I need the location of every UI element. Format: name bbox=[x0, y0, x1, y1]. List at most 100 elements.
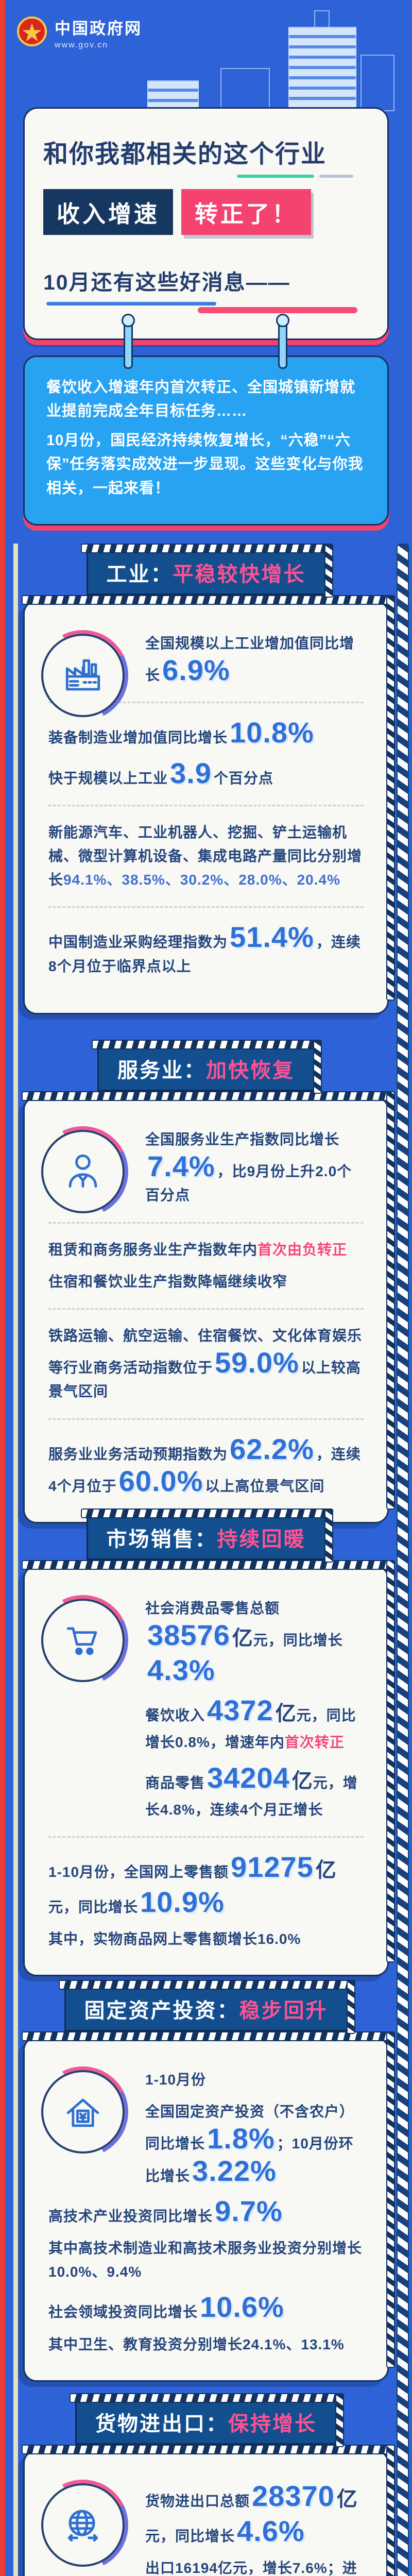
divider bbox=[48, 1836, 364, 1838]
cart-icon bbox=[41, 1599, 125, 1682]
hero-card: 和你我都相关的这个行业 收入增速 转正了！ 10月还有这些好消息—— bbox=[23, 107, 389, 340]
card-industry: 全国规模以上工业增加值同比增长6.9% 装备制造业增加值同比增长10.8% 快于规模… bbox=[22, 595, 395, 1014]
stat-text: 出口16194亿元，增长7.6%；进口12176亿元，增长0.9% bbox=[145, 2560, 357, 2576]
brand-name: 中国政府网 bbox=[55, 20, 142, 38]
stat-paragraph: 社会消费品零售总额 38576 亿元，同比增长 4.3% bbox=[145, 1597, 364, 1687]
stat-paragraph: 全国服务业生产指数同比增长 7.4% ，比9月份上升2.0个百分点 bbox=[145, 1128, 364, 1208]
section-title-highlight: 持续回暖 bbox=[217, 1528, 306, 1551]
stat-text: 全国固定资产投资（不含农户）同比增长 bbox=[145, 2104, 355, 2152]
stat-text: 快于规模以上工业 bbox=[48, 770, 168, 786]
stat-text: ，连续8个月位于临界点以上 bbox=[48, 934, 361, 974]
stat-text: 全国规模以上工业增加值同比增长 bbox=[145, 635, 355, 684]
skyline-decoration bbox=[220, 68, 270, 111]
stat-text: 其中，实物商品网上零售额增长16.0% bbox=[48, 1930, 301, 1947]
stat-paragraph: 其中，实物商品网上零售额增长16.0% bbox=[48, 1927, 364, 1951]
stat-paragraph: 社会领域投资同比增长10.6% bbox=[48, 2292, 364, 2324]
stat-value: 4.6% bbox=[237, 2515, 305, 2547]
hero-title: 和你我都相关的这个行业 bbox=[43, 141, 327, 168]
house-icon bbox=[41, 2070, 125, 2154]
stat-text: 其中卫生、教育投资分别增长24.1%、13.1% bbox=[48, 2336, 345, 2352]
stat-paragraph: 其中高技术制造业和高技术服务业投资分别增长10.0%、9.4% bbox=[48, 2236, 364, 2284]
stat-paragraph: 服务业业务活动预期指数为62.2% ，连续4个月位于60.0% 以上高位景气区间 bbox=[48, 1434, 364, 1498]
stat-value: 51.4% bbox=[230, 921, 314, 954]
stat-text: 铁路运输、航空运输、住宿餐饮、文化体育娱乐等行业商务活动指数位于 bbox=[48, 1327, 363, 1376]
section-title-highlight: 稳步回升 bbox=[239, 1999, 328, 2022]
section-title-prefix: 工业： bbox=[106, 563, 173, 586]
stat-paragraph: 装备制造业增加值同比增长10.8% bbox=[48, 717, 364, 750]
stat-text: 社会领域投资同比增长 bbox=[48, 2304, 198, 2320]
section-title-prefix: 市场销售： bbox=[106, 1528, 217, 1551]
stat-text: 元，增长4.8%，连续4个月正增长 bbox=[145, 1774, 358, 1818]
stat-paragraph: 新能源汽车、工业机器人、挖掘、铲土运输机械、微型计算机设备、集成电路产量同比分别… bbox=[48, 821, 364, 892]
divider bbox=[48, 702, 364, 704]
stat-paragraph: 铁路运输、航空运输、住宿餐饮、文化体育娱乐等行业商务活动指数位于59.0% 以上较… bbox=[48, 1324, 364, 1404]
stat-paragraph: 快于规模以上工业3.9 个百分点 bbox=[48, 758, 364, 790]
divider bbox=[48, 906, 364, 908]
stat-text: 装备制造业增加值同比增长 bbox=[48, 730, 228, 746]
stat-text: 租赁和商务服务业生产指数年内 bbox=[48, 1241, 258, 1258]
skyline-decoration bbox=[314, 10, 330, 30]
section-header-retail: 市场销售：持续回暖 bbox=[80, 1509, 333, 1563]
right-striped-ribbon-decoration bbox=[397, 544, 409, 2576]
stat-text: 1-10月份 bbox=[145, 2072, 207, 2088]
stat-text: 新能源汽车、工业机器人、挖掘、铲土运输机械、微型计算机设备、集成电路产量同比分别… bbox=[48, 824, 363, 888]
intro-card: 餐饮收入增速年内首次转正、全国城镇新增就业提前完成全年目标任务…… 10月份，国… bbox=[23, 355, 389, 526]
stat-text: 高技术产业投资同比增长 bbox=[48, 2208, 213, 2224]
subtitle-underline-decoration bbox=[43, 301, 369, 314]
skyline-decoration bbox=[147, 80, 199, 111]
stat-text: 元，同比增长 bbox=[145, 2528, 235, 2544]
skyline-decoration bbox=[360, 55, 394, 111]
stat-text: 亿 bbox=[291, 1769, 313, 1792]
left-yellow-edge-decoration bbox=[13, 544, 18, 2576]
brand-url: www.gov.cn bbox=[55, 41, 109, 49]
card-services: 全国服务业生产指数同比增长 7.4% ，比9月份上升2.0个百分点租赁和商务服务业生… bbox=[22, 1091, 395, 1523]
stat-value: 7.4% bbox=[147, 1150, 215, 1183]
hero-subtitle: 10月还有这些好消息—— bbox=[43, 270, 290, 294]
section-industry: 工业：平稳较快增长 全国规模以上工业增加值同比增长6.9% 装备制造业增加值同比增长… bbox=[22, 544, 395, 1014]
stat-text: ，连续4个月位于 bbox=[48, 1446, 361, 1494]
left-red-edge-decoration bbox=[0, 0, 5, 2576]
stat-paragraph: 商品零售34204 亿元，增长4.8%，连续4个月正增长 bbox=[145, 1762, 364, 1822]
stat-text: 1-10月份，全国网上零售额 bbox=[48, 1863, 229, 1880]
stat-text: ；10月份环比增长 bbox=[145, 2136, 354, 2184]
stat-paragraph: 1-10月份，全国网上零售额91275 亿元，同比增长10.9% bbox=[48, 1852, 364, 1919]
stat-paragraph: 中国制造业采购经理指数为51.4% ，连续8个月位于临界点以上 bbox=[48, 922, 364, 978]
stat-paragraph: 全国规模以上工业增加值同比增长6.9% bbox=[145, 632, 364, 687]
site-logo: 中国政府网 www.gov.cn bbox=[16, 15, 142, 50]
stat-text: 货物进出口总额 bbox=[145, 2493, 250, 2509]
stat-value: 1.8% bbox=[207, 2122, 275, 2155]
stat-text: 亿 bbox=[275, 1702, 297, 1725]
divider bbox=[48, 804, 364, 806]
stat-value: 4372 bbox=[207, 1694, 273, 1727]
stat-value: 6.9% bbox=[162, 654, 230, 687]
section-header-investment: 固定资产投资：稳步回升 bbox=[58, 1980, 355, 2034]
stat-text: 住宿和餐饮业生产指数降幅继续收窄 bbox=[48, 1273, 288, 1290]
hero-box-dark: 收入增速 bbox=[43, 189, 174, 235]
section-title-highlight: 保持增长 bbox=[228, 2413, 317, 2435]
stat-text: 个百分点 bbox=[213, 770, 273, 786]
stat-paragraph: 住宿和餐饮业生产指数降幅继续收窄 bbox=[48, 1270, 364, 1294]
stat-text: 元，同比增长 bbox=[253, 1632, 343, 1649]
stat-text: ，比9月份上升2.0个百分点 bbox=[145, 1163, 352, 1204]
stat-value: 91275 bbox=[231, 1850, 314, 1883]
stat-paragraph: 货物进出口总额28370 亿元，同比增长4.6% bbox=[145, 2481, 364, 2548]
stat-paragraph: 其中卫生、教育投资分别增长24.1%、13.1% bbox=[48, 2333, 364, 2357]
stat-text: 亿 bbox=[336, 2488, 358, 2511]
skyline-decoration bbox=[288, 27, 356, 111]
card-retail: 社会消费品零售总额38576 亿元，同比增长4.3% 餐饮收入4372 亿元，同比增长… bbox=[22, 1560, 395, 1977]
stat-text: 商品零售 bbox=[145, 1774, 205, 1791]
stat-text: 元，同比增长0.8%，增速年内 bbox=[145, 1707, 356, 1751]
national-emblem-icon bbox=[16, 16, 47, 49]
stat-paragraph: 1-10月份 bbox=[145, 2068, 364, 2092]
stat-text: 其中高技术制造业和高技术服务业投资分别增长10.0%、9.4% bbox=[48, 2240, 363, 2280]
hero-box-pink: 转正了！ bbox=[181, 189, 312, 235]
stat-value: 28370 bbox=[252, 2480, 335, 2512]
stat-text: 以上高位景气区间 bbox=[205, 1478, 325, 1494]
stat-value: 4.3% bbox=[147, 1654, 215, 1687]
stat-paragraph: 出口16194亿元，增长7.6%；进口12176亿元，增长0.9% bbox=[145, 2556, 364, 2576]
divider bbox=[48, 1418, 364, 1420]
stat-value: 62.2% bbox=[230, 1432, 314, 1465]
section-title-prefix: 货物进出口： bbox=[95, 2413, 228, 2435]
pin-decoration bbox=[122, 314, 135, 369]
stat-text: 社会消费品零售总额 bbox=[145, 1600, 280, 1616]
